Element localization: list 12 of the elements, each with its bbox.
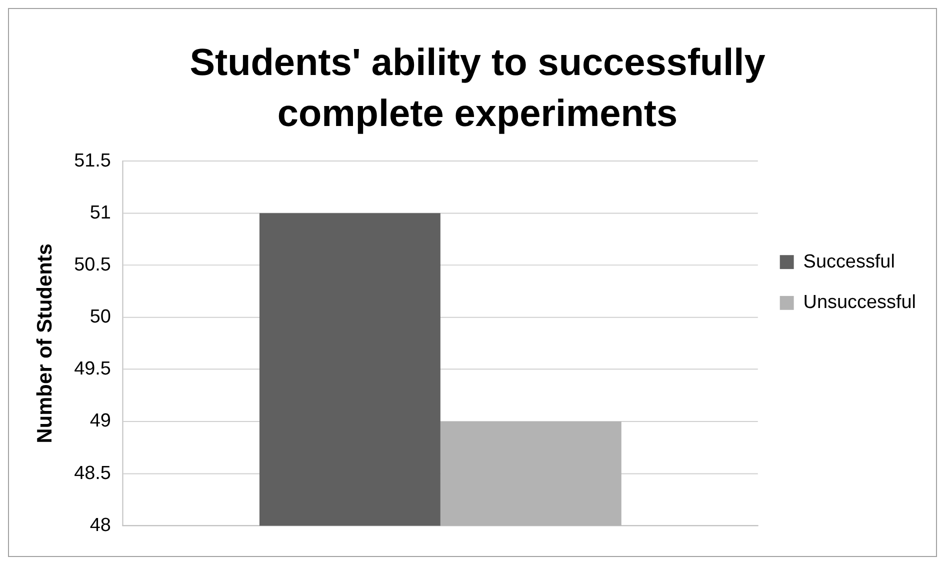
y-tick-label: 49 [90,410,111,432]
y-tick-label: 50.5 [74,254,111,276]
legend-label: Unsuccessful [803,292,916,314]
y-axis-title: Number of Students [33,243,56,444]
chart-title: Students' ability to successfully complete experiments [190,42,766,135]
legend-label: Successful [803,251,895,272]
y-tick-label: 48.5 [74,462,111,484]
y-tick-label: 51 [90,202,111,224]
y-tick-label: 50 [90,306,111,328]
y-tick-label: 49.5 [74,358,111,380]
y-tick-label: 48 [90,514,111,536]
y-tick-label: 51.5 [74,150,111,172]
